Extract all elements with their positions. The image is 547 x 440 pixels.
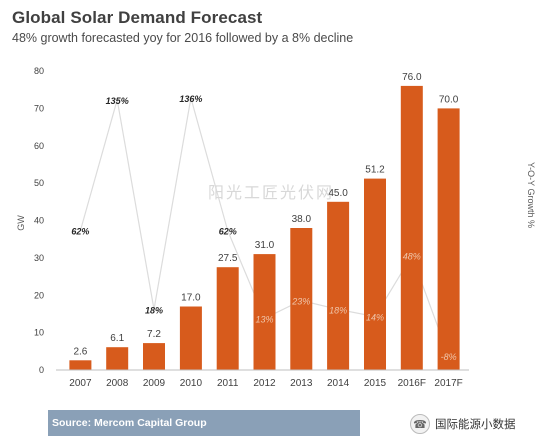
growth-label: 18%: [329, 305, 347, 315]
y-tick-label: 40: [34, 216, 44, 226]
bar-value-label: 51.2: [365, 165, 385, 176]
growth-label: 62%: [219, 227, 237, 237]
watermark-text: 阳光工匠光伏网: [208, 183, 334, 202]
bar: [69, 360, 92, 370]
y-tick-label: 70: [34, 103, 44, 113]
axis-layer: 0 10 20 30 40 50 60 70 80: [34, 66, 469, 375]
y-axis-right-label: Y-O-Y Growth %: [526, 162, 536, 228]
bar: [290, 228, 313, 370]
brand: ☎ 国际能源小数据: [410, 414, 516, 434]
growth-label: 136%: [179, 94, 202, 104]
x-tick-label: 2014: [327, 378, 350, 389]
x-tick-label: 2017F: [434, 378, 462, 389]
bar: [106, 347, 129, 370]
chart-title: Global Solar Demand Forecast: [12, 8, 263, 27]
bar-value-label: 2.6: [73, 346, 87, 357]
bar-value-label: 31.0: [255, 240, 275, 251]
bar: [216, 267, 239, 370]
growth-label: 62%: [71, 227, 89, 237]
x-tick-label: 2011: [217, 378, 239, 389]
x-tick-label: 2013: [290, 378, 313, 389]
brand-name: 国际能源小数据: [435, 417, 516, 431]
y-tick-label: 30: [34, 253, 44, 263]
bars-layer: [69, 85, 460, 371]
bar-value-label: 6.1: [110, 333, 124, 344]
growth-label: 135%: [106, 96, 129, 106]
bar-value-label: 7.2: [147, 329, 161, 340]
bar-value-label: 45.0: [328, 188, 348, 199]
bar: [327, 201, 350, 370]
x-tick-label: 2009: [143, 378, 166, 389]
x-tick-label: 2015: [364, 378, 387, 389]
growth-label: 14%: [366, 313, 384, 323]
chat-bubble-icon: ☎: [410, 414, 430, 434]
bar-value-label: 17.0: [181, 293, 201, 304]
y-tick-label: 20: [34, 290, 44, 300]
y-tick-label: 60: [34, 141, 44, 151]
x-tick-label: 2010: [180, 378, 203, 389]
footer: Source: Mercom Capital Group ☎ 国际能源小数据: [0, 410, 547, 440]
growth-label: 18%: [145, 305, 163, 315]
growth-label: -8%: [441, 352, 457, 362]
y-tick-label: 80: [34, 66, 44, 76]
bar: [364, 178, 386, 370]
bar-value-label: 38.0: [292, 214, 312, 225]
labels-layer: 2.6 2007 62% 6.1 2008 135% 7.2 2009 18% 17.0 2010 1…: [69, 72, 463, 389]
y-tick-label: 10: [34, 328, 44, 338]
bar-chart: 阳光工匠光伏网 2.6 2007 62% 6.1 2008 135% 7.2 2009 18% 1…: [16, 66, 536, 389]
x-tick-label: 2016F: [398, 378, 426, 389]
bar: [437, 108, 460, 371]
chart-subtitle: 48% growth forecasted yoy for 2016 follo…: [12, 31, 354, 45]
source-bar: [48, 410, 360, 436]
bar-value-label: 27.5: [218, 253, 238, 264]
growth-label: 48%: [403, 252, 421, 262]
x-tick-label: 2008: [106, 378, 129, 389]
bar-value-label: 76.0: [402, 72, 422, 83]
bar-value-label: 70.0: [439, 94, 459, 105]
y-tick-label: 50: [34, 178, 44, 188]
bar: [179, 306, 202, 370]
x-tick-label: 2007: [69, 378, 92, 389]
bar: [253, 254, 276, 370]
y-tick-label: 0: [39, 365, 44, 375]
source-text: Source: Mercom Capital Group: [52, 417, 207, 429]
bar: [400, 85, 423, 371]
bar: [143, 343, 165, 370]
x-tick-label: 2012: [253, 378, 276, 389]
growth-label: 23%: [291, 297, 310, 307]
y-axis-label: GW: [16, 215, 26, 231]
growth-label: 13%: [255, 314, 273, 324]
